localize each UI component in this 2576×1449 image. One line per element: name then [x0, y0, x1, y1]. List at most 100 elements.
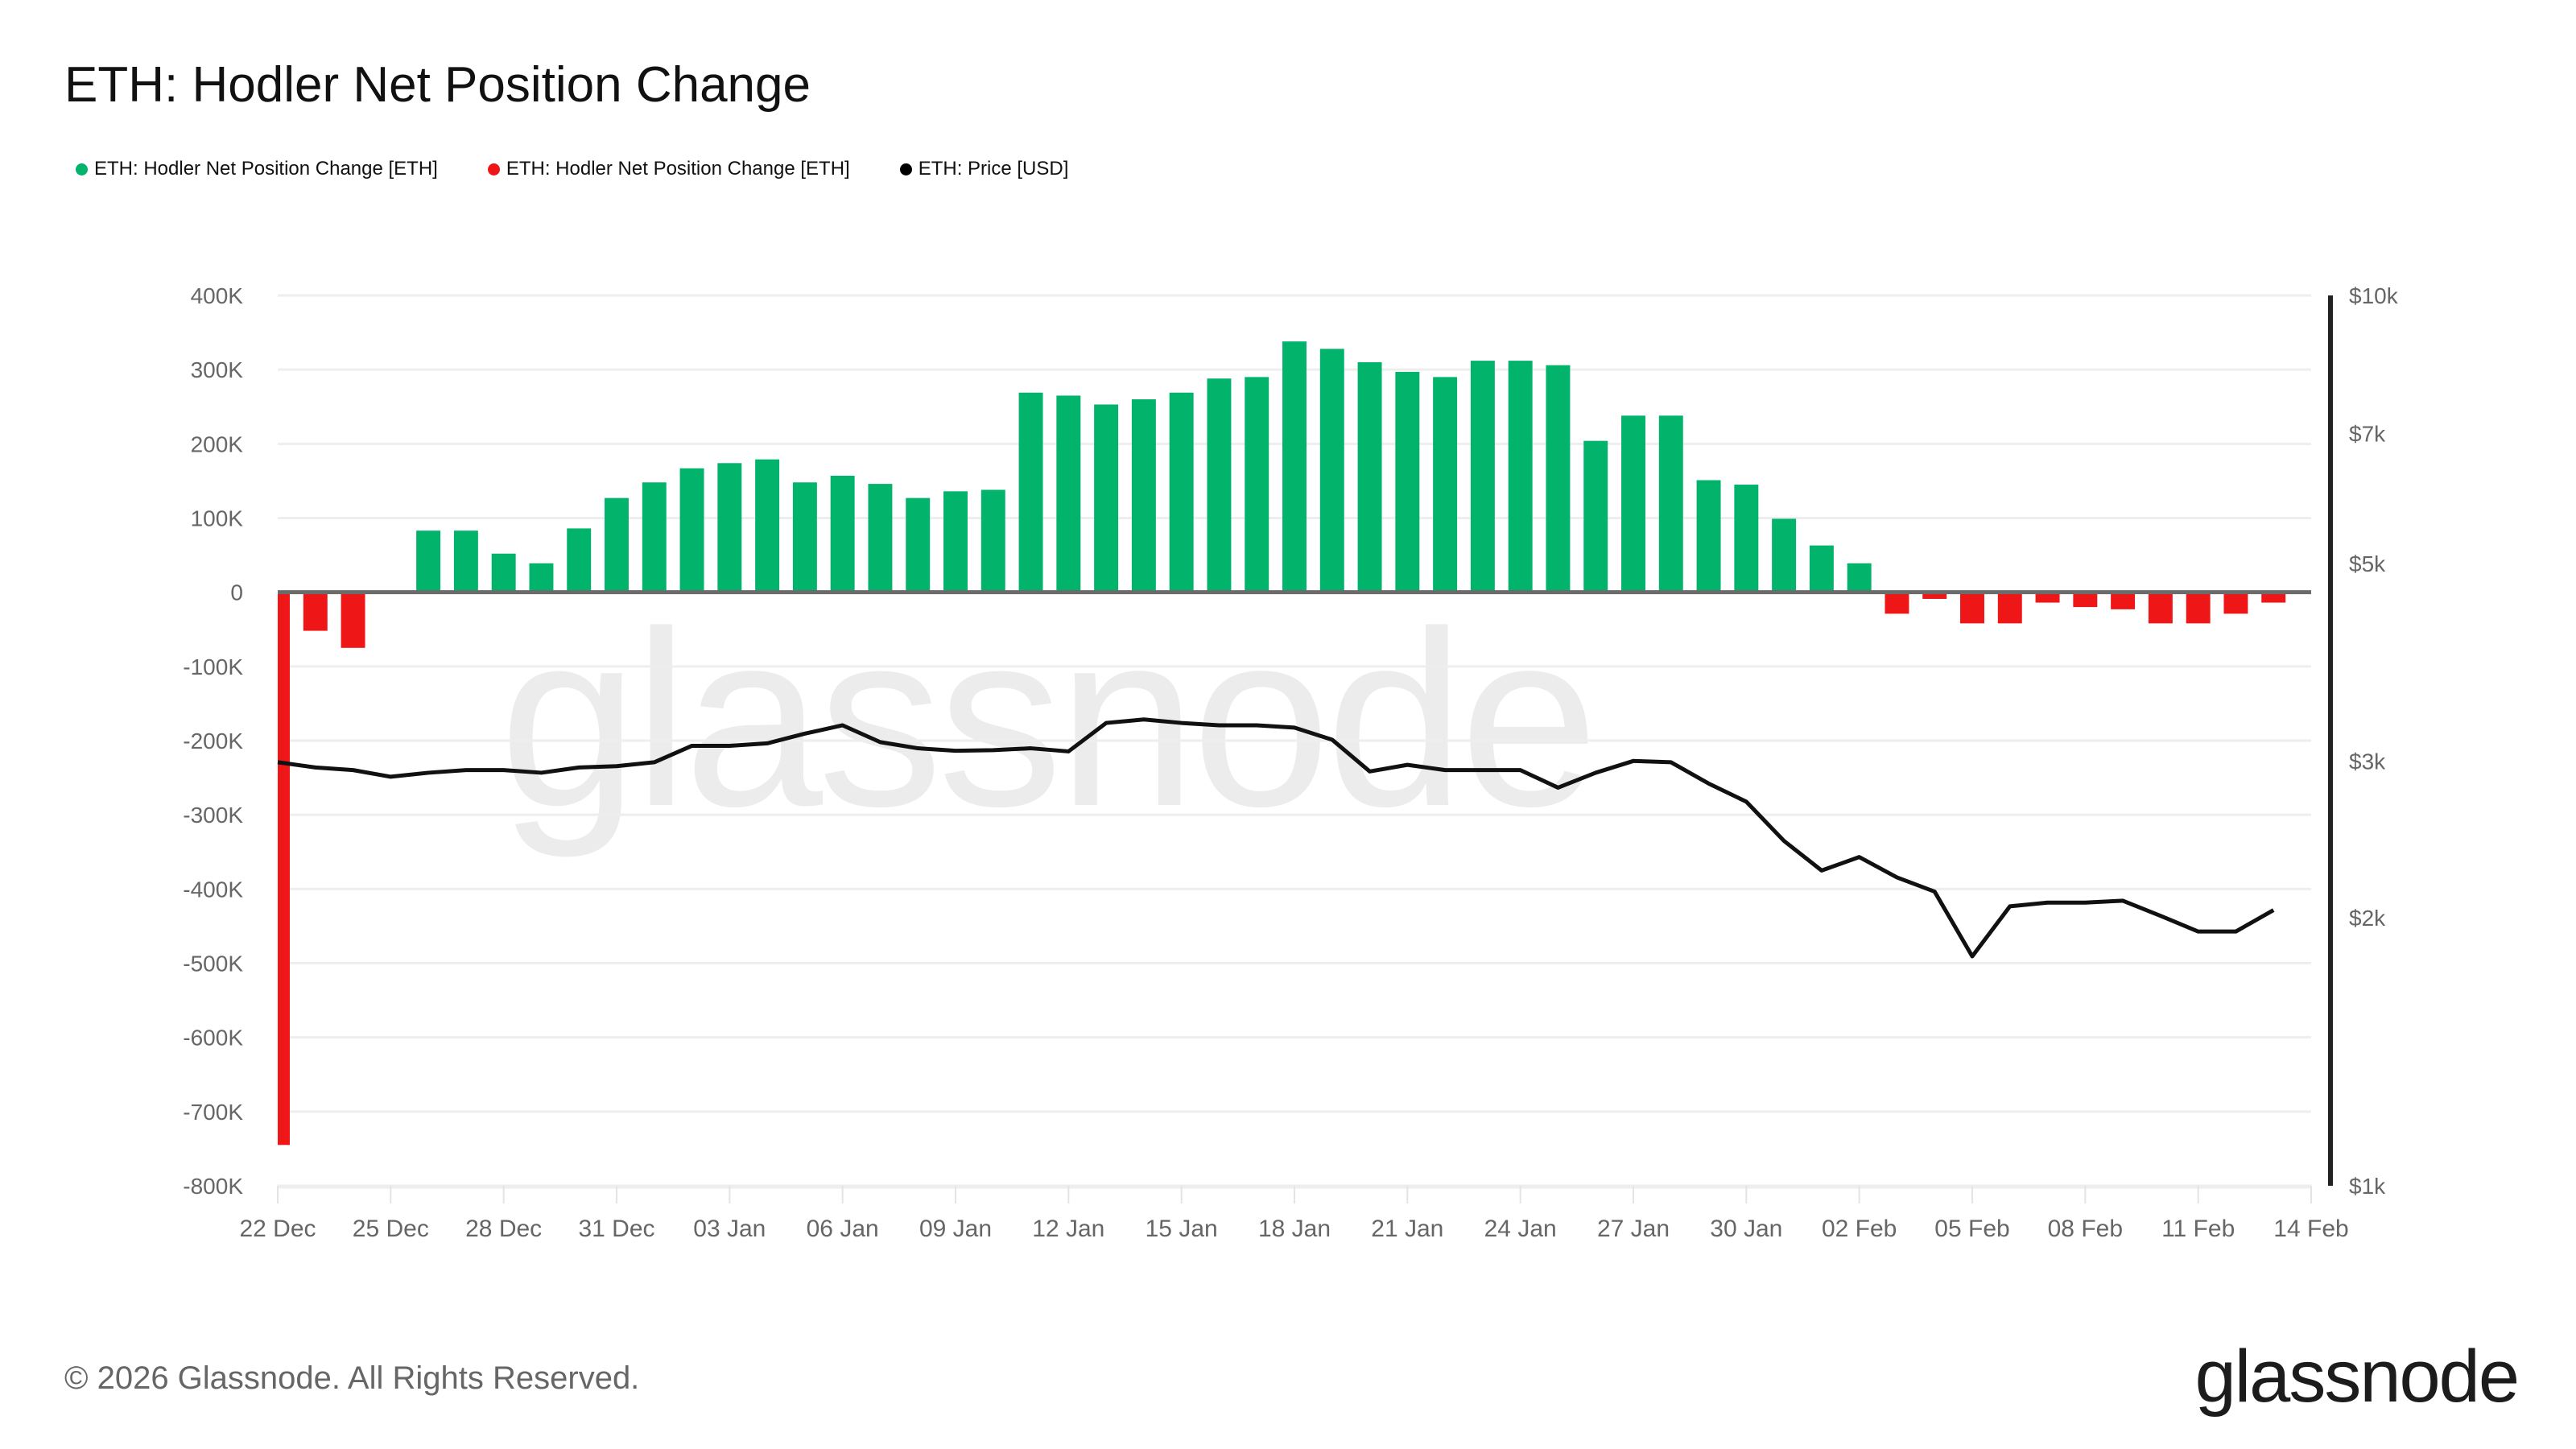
x-tick-label: 05 Feb [1934, 1216, 2009, 1242]
y-left-tick-label: 300K [191, 357, 244, 382]
y-right-tick-label: $5k [2349, 551, 2386, 576]
bar-positive [868, 484, 893, 592]
bar-positive [453, 530, 478, 592]
x-tick-label: 21 Jan [1371, 1216, 1443, 1242]
legend-item-price[interactable]: ETH: Price [USD] [899, 158, 1069, 180]
price-line [277, 717, 2275, 959]
x-tick-label: 30 Jan [1710, 1216, 1782, 1242]
bar-positive [1433, 377, 1458, 592]
y-left-tick-label: 100K [191, 506, 244, 531]
x-tick-label: 22 Dec [239, 1216, 316, 1242]
bar-negative [2035, 592, 2060, 603]
y-right-tick-label: $3k [2349, 749, 2386, 774]
y-left-tick-label: 0 [230, 580, 243, 605]
y-right-tick-label: $10k [2349, 283, 2399, 308]
bar-positive [1658, 415, 1683, 592]
chart-title: ETH: Hodler Net Position Change [64, 57, 811, 113]
bar-positive [755, 459, 780, 592]
bar-negative [2223, 592, 2248, 614]
y-left-tick-label: 200K [191, 431, 244, 456]
x-tick-label: 06 Jan [807, 1216, 879, 1242]
y-left-tick-label: -300K [183, 803, 243, 828]
legend-item-positive[interactable]: ETH: Hodler Net Position Change [ETH] [76, 158, 438, 180]
x-tick-label: 24 Jan [1484, 1216, 1557, 1242]
bar-positive [980, 489, 1005, 592]
legend-label: ETH: Price [USD] [918, 158, 1069, 180]
copyright-footer: © 2026 Glassnode. All Rights Reserved. [64, 1360, 640, 1396]
bar-positive [1357, 361, 1382, 592]
legend: ETH: Hodler Net Position Change [ETH] ET… [76, 158, 1068, 180]
bar-positive [830, 475, 855, 592]
bar-positive [1169, 392, 1194, 592]
y-right-tick-label: $7k [2349, 421, 2386, 446]
x-tick-label: 15 Jan [1146, 1216, 1218, 1242]
x-tick-label: 02 Feb [1822, 1216, 1897, 1242]
bar-positive [529, 563, 554, 592]
glassnode-logo: glassnode [2194, 1335, 2520, 1418]
bar-negative [1922, 592, 1947, 599]
bar-positive [679, 468, 704, 592]
x-tick-label: 11 Feb [2161, 1216, 2235, 1242]
bar-negative [2186, 592, 2211, 624]
bar-negative [1997, 592, 2022, 624]
x-tick-label: 09 Jan [919, 1216, 992, 1242]
bar-positive [1470, 361, 1495, 592]
y-left-tick-label: -200K [183, 729, 243, 753]
y-right-tick-label: $1k [2349, 1174, 2386, 1199]
bar-negative [2111, 592, 2136, 609]
legend-dot-red [487, 163, 500, 175]
legend-label: ETH: Hodler Net Position Change [ETH] [94, 158, 438, 180]
legend-dot-green [76, 163, 88, 175]
bar-positive [567, 528, 592, 592]
bar-positive [906, 497, 931, 592]
y-left-tick-label: -100K [183, 654, 243, 679]
bar-positive [1734, 485, 1759, 592]
bar-negative [2148, 592, 2173, 624]
bar-positive [1207, 378, 1232, 592]
bar-positive [1282, 341, 1307, 592]
legend-dot-black [899, 163, 912, 175]
x-tick-label: 27 Jan [1597, 1216, 1670, 1242]
bar-negative [278, 592, 290, 1146]
bar-positive [1094, 404, 1119, 592]
bar-negative [303, 592, 328, 631]
bar-positive [491, 553, 516, 592]
y-left-tick-label: 400K [191, 283, 244, 308]
bar-positive [1583, 440, 1608, 592]
bar-positive [1319, 349, 1344, 592]
bar-positive [943, 491, 968, 592]
x-tick-label: 12 Jan [1032, 1216, 1104, 1242]
legend-item-negative[interactable]: ETH: Hodler Net Position Change [ETH] [487, 158, 850, 180]
x-tick-label: 14 Feb [2273, 1216, 2348, 1242]
x-tick-label: 31 Dec [578, 1216, 654, 1242]
bar-negative [1885, 592, 1909, 614]
bar-positive [1809, 545, 1834, 592]
legend-label: ETH: Hodler Net Position Change [ETH] [506, 158, 850, 180]
bar-positive [1245, 377, 1269, 592]
y-right-tick-label: $2k [2349, 906, 2386, 931]
bar-positive [605, 497, 629, 592]
bar-positive [1395, 371, 1420, 592]
bar-positive [1772, 518, 1797, 592]
bar-positive [1508, 361, 1533, 592]
bar-positive [1696, 480, 1721, 592]
watermark: glassnode [499, 579, 1593, 860]
bar-positive [792, 482, 817, 592]
bar-positive [717, 463, 742, 592]
y-left-tick-label: -800K [183, 1174, 243, 1199]
x-tick-label: 25 Dec [353, 1216, 429, 1242]
bar-positive [1847, 563, 1872, 592]
x-tick-label: 03 Jan [693, 1216, 766, 1242]
y-left-tick-label: -700K [183, 1100, 243, 1125]
bar-positive [1056, 395, 1081, 592]
x-tick-label: 28 Dec [465, 1216, 542, 1242]
y-left-tick-label: -600K [183, 1026, 243, 1051]
bar-negative [2073, 592, 2098, 608]
y-left-tick-label: -400K [183, 877, 243, 902]
bar-positive [1131, 399, 1156, 592]
bar-positive [1018, 392, 1043, 592]
bar-negative [2261, 592, 2286, 603]
bar-negative [341, 592, 365, 648]
x-tick-label: 18 Jan [1258, 1216, 1331, 1242]
